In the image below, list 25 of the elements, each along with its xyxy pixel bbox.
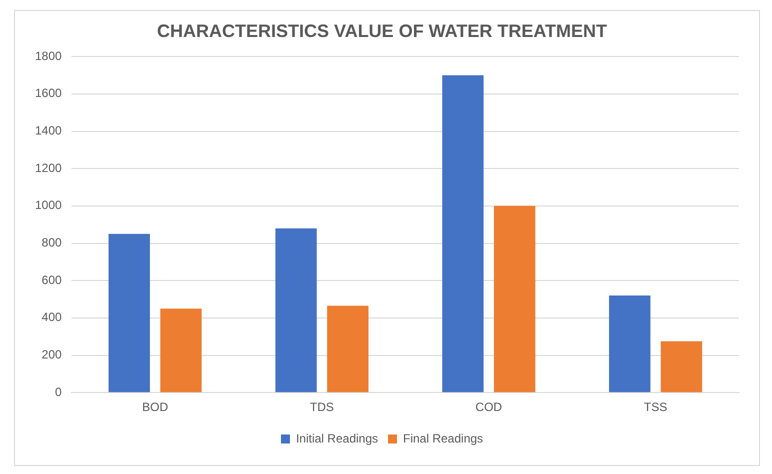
y-tick-label: 800	[42, 236, 62, 250]
legend-label: Final Readings	[403, 431, 484, 446]
y-tick-label: 400	[42, 310, 62, 324]
chart-title: CHARACTERISTICS VALUE OF WATER TREATMENT	[157, 20, 607, 41]
x-tick-label: COD	[475, 400, 502, 414]
bar	[275, 228, 317, 392]
bar	[609, 296, 650, 392]
legend-label: Initial Readings	[296, 431, 378, 446]
bar	[327, 306, 368, 392]
x-tick-label: BOD	[142, 400, 168, 414]
y-tick-label: 1200	[34, 160, 62, 175]
y-tick-label: 1800	[34, 48, 62, 63]
y-tick-label: 600	[42, 272, 62, 287]
x-tick-label: TDS	[310, 400, 334, 414]
bar	[494, 206, 536, 392]
y-tick-label: 200	[42, 348, 62, 362]
bar	[660, 341, 702, 392]
x-tick-label: TSS	[644, 400, 668, 414]
bar	[160, 308, 202, 392]
y-tick-label: 1400	[34, 124, 62, 138]
bar	[108, 234, 150, 392]
y-tick-label: 0	[55, 384, 62, 399]
y-tick-label: 1600	[34, 86, 62, 100]
y-tick-label: 1000	[34, 198, 62, 212]
bar	[442, 75, 484, 392]
